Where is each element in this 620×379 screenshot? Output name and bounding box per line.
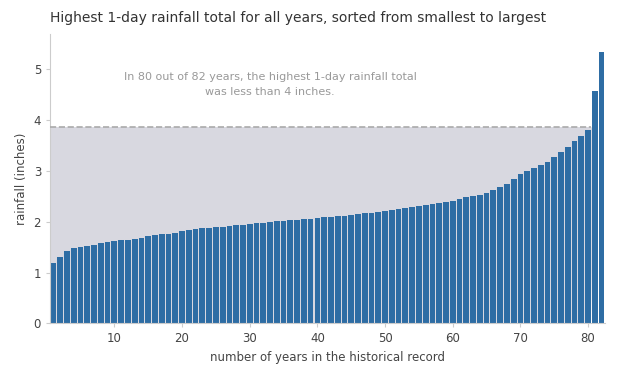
Bar [51,263,56,323]
Bar [219,227,226,323]
Bar [511,179,516,323]
Bar [409,207,415,323]
Bar [348,215,354,323]
Bar [294,220,300,323]
Bar [578,136,584,323]
Text: Highest 1-day rainfall total for all years, sorted from smallest to largest: Highest 1-day rainfall total for all yea… [50,11,546,25]
Bar [213,227,219,323]
Bar [477,196,483,323]
Bar [525,171,530,323]
Bar [423,205,428,323]
Bar [172,232,178,323]
Bar [382,211,388,323]
Bar [288,220,293,323]
Bar [585,130,591,323]
Bar [497,187,503,323]
Bar [558,152,564,323]
Bar [233,226,239,323]
Bar [314,218,321,323]
Bar [565,147,570,323]
Bar [193,229,198,323]
Bar [152,235,158,323]
Bar [267,222,273,323]
Bar [450,200,456,323]
Bar [518,174,523,323]
Bar [118,240,124,323]
Bar [538,165,544,323]
Bar [58,257,63,323]
Bar [145,236,151,323]
Bar [389,210,395,323]
Bar [416,205,422,323]
Bar [91,245,97,323]
Bar [112,241,117,323]
Bar [301,219,307,323]
Bar [138,238,144,323]
Bar [572,141,577,323]
Bar [308,219,314,323]
Bar [355,214,361,323]
Bar [125,240,131,323]
Bar [132,239,138,323]
Bar [342,216,347,323]
Bar [240,225,246,323]
Bar [456,199,463,323]
Bar [592,91,598,323]
Bar [84,246,90,323]
Bar [490,190,496,323]
Bar [64,251,70,323]
Bar [430,204,435,323]
Bar [71,248,77,323]
Bar [200,229,205,323]
Bar [98,243,104,323]
Bar [599,52,604,323]
Bar [247,224,252,323]
Bar [105,242,110,323]
Bar [463,197,469,323]
Bar [470,196,476,323]
Bar [396,209,402,323]
Bar [443,202,449,323]
Bar [226,226,232,323]
X-axis label: number of years in the historical record: number of years in the historical record [210,351,445,364]
Bar [328,217,334,323]
Bar [551,157,557,323]
Bar [484,193,489,323]
Bar [436,202,442,323]
Text: In 80 out of 82 years, the highest 1-day rainfall total
was less than 4 inches.: In 80 out of 82 years, the highest 1-day… [123,72,417,97]
Bar [369,213,374,323]
Bar [179,231,185,323]
Bar [335,216,340,323]
Y-axis label: rainfall (inches): rainfall (inches) [15,133,28,225]
Bar [402,208,408,323]
Bar [544,162,551,323]
Bar [281,221,286,323]
Bar [159,234,165,323]
Bar [504,184,510,323]
Bar [186,230,192,323]
Bar [166,233,171,323]
Bar [78,247,84,323]
Bar [321,217,327,323]
Bar [376,212,381,323]
Bar [206,228,212,323]
Bar [274,221,280,323]
Bar [362,213,368,323]
Bar [254,223,259,323]
Bar [260,223,266,323]
Bar [531,168,537,323]
